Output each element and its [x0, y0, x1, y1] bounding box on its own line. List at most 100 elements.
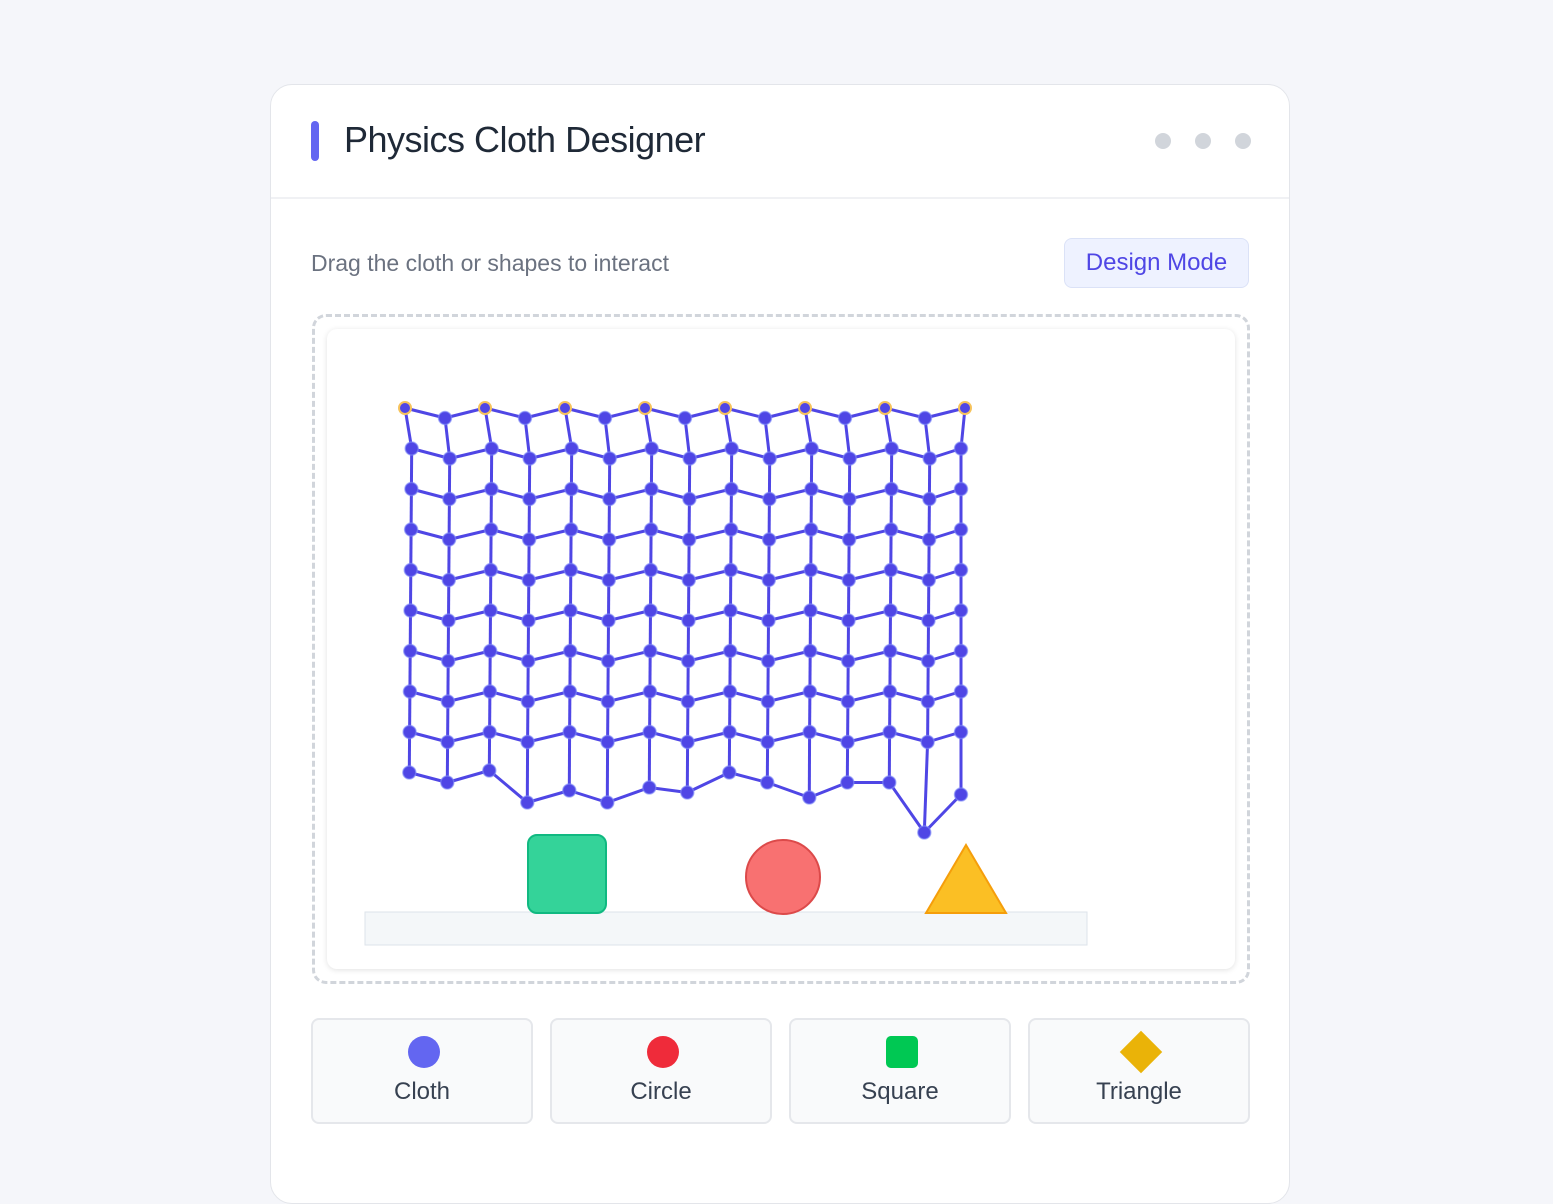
cloth-point[interactable]	[443, 452, 456, 465]
cloth-point[interactable]	[485, 483, 498, 496]
cloth-point[interactable]	[803, 791, 816, 804]
cloth-point[interactable]	[643, 726, 656, 739]
cloth-point[interactable]	[603, 493, 616, 506]
cloth-point[interactable]	[841, 736, 854, 749]
cloth-point[interactable]	[484, 645, 497, 658]
cloth-point[interactable]	[483, 726, 496, 739]
cloth-point[interactable]	[922, 614, 935, 627]
cloth-point[interactable]	[805, 523, 818, 536]
cloth-point[interactable]	[884, 645, 897, 658]
cloth-point[interactable]	[565, 523, 578, 536]
cloth-pin-point[interactable]	[719, 402, 731, 414]
cloth-point[interactable]	[439, 412, 452, 425]
cloth-pin-point[interactable]	[399, 402, 411, 414]
cloth-point[interactable]	[483, 764, 496, 777]
cloth-point[interactable]	[723, 685, 736, 698]
cloth-point[interactable]	[679, 412, 692, 425]
cloth-point[interactable]	[521, 796, 534, 809]
cloth-point[interactable]	[603, 533, 616, 546]
cloth-point[interactable]	[725, 483, 738, 496]
cloth-point[interactable]	[522, 655, 535, 668]
cloth-point[interactable]	[723, 726, 736, 739]
cloth-point[interactable]	[805, 442, 818, 455]
cloth-point[interactable]	[405, 523, 418, 536]
cloth-point[interactable]	[682, 574, 695, 587]
cloth-point[interactable]	[442, 655, 455, 668]
cloth-point[interactable]	[519, 412, 532, 425]
cloth-point[interactable]	[761, 736, 774, 749]
cloth-point[interactable]	[601, 736, 614, 749]
cloth-point[interactable]	[644, 604, 657, 617]
cloth-point[interactable]	[565, 442, 578, 455]
triangle-shape[interactable]	[926, 845, 1006, 913]
cloth-point[interactable]	[955, 442, 968, 455]
cloth-pin-point[interactable]	[639, 402, 651, 414]
cloth-point[interactable]	[763, 493, 776, 506]
cloth-point[interactable]	[763, 452, 776, 465]
cloth-point[interactable]	[682, 614, 695, 627]
cloth-point[interactable]	[564, 645, 577, 658]
cloth-point[interactable]	[725, 442, 738, 455]
cloth-point[interactable]	[762, 614, 775, 627]
cloth-point[interactable]	[918, 826, 931, 839]
cloth-point[interactable]	[839, 412, 852, 425]
cloth-point[interactable]	[602, 655, 615, 668]
cloth-point[interactable]	[601, 796, 614, 809]
cloth-point[interactable]	[443, 493, 456, 506]
cloth-point[interactable]	[761, 695, 774, 708]
cloth-point[interactable]	[484, 604, 497, 617]
cloth-pin-point[interactable]	[559, 402, 571, 414]
cloth-point[interactable]	[884, 604, 897, 617]
cloth-point[interactable]	[762, 655, 775, 668]
cloth-pin-point[interactable]	[959, 402, 971, 414]
cloth-point[interactable]	[923, 533, 936, 546]
cloth-point[interactable]	[762, 574, 775, 587]
cloth-point[interactable]	[761, 776, 774, 789]
cloth-point[interactable]	[804, 604, 817, 617]
cloth-point[interactable]	[724, 645, 737, 658]
cloth-point[interactable]	[805, 483, 818, 496]
cloth-point[interactable]	[644, 645, 657, 658]
cloth-point[interactable]	[923, 452, 936, 465]
cloth-point[interactable]	[803, 726, 816, 739]
cloth-point[interactable]	[523, 533, 536, 546]
cloth-point[interactable]	[683, 533, 696, 546]
cloth-point[interactable]	[443, 533, 456, 546]
cloth-point[interactable]	[404, 645, 417, 658]
cloth-point[interactable]	[842, 574, 855, 587]
cloth-point[interactable]	[441, 776, 454, 789]
cloth-point[interactable]	[521, 695, 534, 708]
cloth-point[interactable]	[643, 781, 656, 794]
cloth-point[interactable]	[923, 493, 936, 506]
cloth-point[interactable]	[405, 442, 418, 455]
cloth-point[interactable]	[522, 574, 535, 587]
circle-shape[interactable]	[746, 840, 820, 914]
cloth-point[interactable]	[404, 564, 417, 577]
cloth-mesh[interactable]	[399, 402, 971, 839]
cloth-point[interactable]	[523, 452, 536, 465]
cloth-point[interactable]	[955, 564, 968, 577]
cloth-point[interactable]	[955, 726, 968, 739]
cloth-point[interactable]	[883, 726, 896, 739]
cloth-point[interactable]	[564, 564, 577, 577]
cloth-point[interactable]	[403, 766, 416, 779]
cloth-point[interactable]	[602, 614, 615, 627]
cloth-point[interactable]	[843, 533, 856, 546]
cloth-point[interactable]	[803, 685, 816, 698]
cloth-point[interactable]	[804, 564, 817, 577]
cloth-point[interactable]	[602, 574, 615, 587]
cloth-point[interactable]	[644, 564, 657, 577]
cloth-point[interactable]	[885, 483, 898, 496]
cloth-point[interactable]	[405, 483, 418, 496]
cloth-point[interactable]	[724, 564, 737, 577]
cloth-point[interactable]	[842, 655, 855, 668]
cloth-point[interactable]	[645, 483, 658, 496]
cloth-point[interactable]	[921, 736, 934, 749]
cloth-point[interactable]	[643, 685, 656, 698]
cloth-pin-point[interactable]	[879, 402, 891, 414]
cloth-point[interactable]	[645, 523, 658, 536]
cloth-point[interactable]	[441, 736, 454, 749]
cloth-point[interactable]	[442, 574, 455, 587]
cloth-point[interactable]	[763, 533, 776, 546]
cloth-point[interactable]	[485, 442, 498, 455]
